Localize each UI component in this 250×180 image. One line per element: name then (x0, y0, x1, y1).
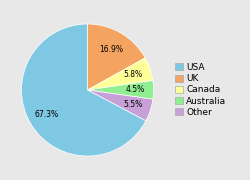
Text: 5.8%: 5.8% (123, 70, 142, 79)
Text: 67.3%: 67.3% (35, 110, 59, 119)
Wedge shape (22, 24, 146, 156)
Wedge shape (88, 24, 145, 90)
Text: 4.5%: 4.5% (126, 86, 145, 94)
Wedge shape (88, 90, 153, 121)
Legend: USA, UK, Canada, Australia, Other: USA, UK, Canada, Australia, Other (174, 63, 227, 117)
Text: 16.9%: 16.9% (100, 44, 124, 53)
Text: 5.5%: 5.5% (123, 100, 142, 109)
Wedge shape (88, 81, 154, 99)
Wedge shape (88, 58, 153, 90)
